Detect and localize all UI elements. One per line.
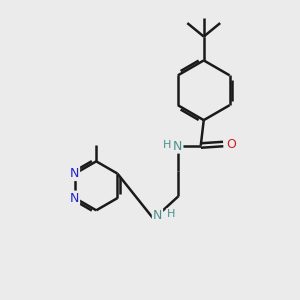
Text: O: O — [226, 137, 236, 151]
Text: N: N — [70, 167, 79, 180]
Text: N: N — [70, 192, 79, 205]
Text: N: N — [173, 140, 182, 153]
Text: H: H — [167, 209, 175, 219]
Text: H: H — [163, 140, 171, 150]
Text: N: N — [153, 209, 162, 222]
